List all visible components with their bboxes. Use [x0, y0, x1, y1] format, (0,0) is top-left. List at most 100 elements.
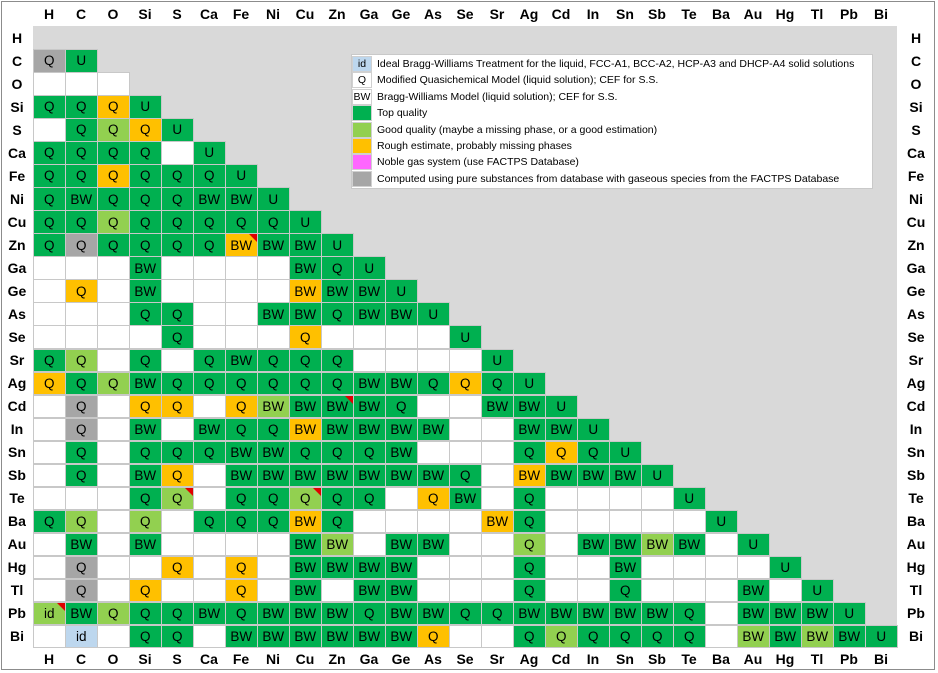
system-cell-Ge-Ca [193, 279, 226, 303]
system-cell-Cd-Sr: BW [481, 394, 514, 419]
system-cell-Se-Ca [193, 325, 226, 349]
column-header-bottom: Sn [616, 651, 634, 667]
system-cell-In-Sr [481, 417, 514, 442]
unary-cell-Ni: U [257, 187, 290, 211]
system-cell-Ba-Sr: BW [481, 509, 514, 534]
column-header: Ba [712, 6, 730, 22]
system-cell-Te-C [65, 486, 98, 511]
row-header: Se [8, 328, 26, 345]
system-cell-Ba-Zn: Q [321, 509, 354, 534]
system-cell-Au-Sr [481, 532, 514, 557]
system-cell-Tl-Se [449, 578, 482, 603]
column-header-bottom: Ba [712, 651, 730, 667]
system-cell-Ge-Ga: BW [353, 279, 386, 303]
system-cell-Ni-S: Q [161, 187, 194, 211]
column-header-bottom: As [424, 651, 442, 667]
system-cell-Pb-Ag: BW [513, 601, 546, 626]
row-header: Ag [7, 375, 27, 392]
system-cell-Pb-Te: Q [673, 601, 706, 626]
system-cell-Sn-Ca: Q [193, 440, 226, 465]
system-cell-Ca-H: Q [33, 141, 66, 165]
system-cell-Ag-Ni: Q [257, 371, 290, 396]
system-cell-Se-C [65, 325, 98, 349]
system-cell-Ge-Si: BW [129, 279, 162, 303]
system-cell-Pb-Ga: Q [353, 601, 386, 626]
system-cell-Ba-Sb [641, 509, 674, 534]
column-header: Ni [266, 6, 280, 22]
system-cell-Te-H [33, 486, 66, 511]
system-cell-Ga-Zn: Q [321, 256, 354, 280]
system-cell-Sr-As [417, 348, 450, 373]
unary-cell-Se: U [449, 325, 482, 349]
system-cell-Tl-Ni [257, 578, 290, 603]
system-cell-In-Ga: BW [353, 417, 386, 442]
system-cell-Zn-C: Q [65, 233, 98, 257]
system-cell-Cu-O: Q [97, 210, 130, 234]
system-cell-Tl-As [417, 578, 450, 603]
legend-swatch: Q [352, 72, 372, 89]
system-cell-Au-Sn: BW [609, 532, 642, 557]
system-cell-Hg-Au [737, 555, 770, 580]
column-header: Fe [232, 6, 250, 22]
system-cell-Bi-Au: BW [737, 624, 770, 649]
column-header-bottom: Pb [840, 651, 858, 667]
row-header: Hg [7, 559, 27, 576]
system-cell-Tl-Ge: BW [385, 578, 418, 603]
system-cell-Ge-Zn: BW [321, 279, 354, 303]
system-cell-Bi-Sb: Q [641, 624, 674, 649]
system-cell-In-Cu: BW [289, 417, 322, 442]
system-cell-As-Ga: BW [353, 302, 386, 326]
row-header-right: Sn [907, 444, 925, 461]
system-cell-Zn-Cu: BW [289, 233, 322, 257]
system-cell-Si-H: Q [33, 95, 66, 119]
system-cell-Au-Ge: BW [385, 532, 418, 557]
column-header-bottom: O [107, 651, 119, 667]
system-cell-O-H [33, 72, 66, 96]
column-header: Sn [616, 6, 634, 22]
legend-item: id Ideal Bragg-Williams Treatment for the… [352, 56, 872, 72]
system-cell-Bi-Tl: BW [801, 624, 834, 649]
row-header: Zn [8, 236, 26, 253]
system-cell-Fe-Ca: Q [193, 164, 226, 188]
system-cell-Sb-Ni: BW [257, 463, 290, 488]
system-cell-Au-S [161, 532, 194, 557]
system-cell-Te-Cu: Q [289, 486, 322, 511]
system-cell-Cu-S: Q [161, 210, 194, 234]
row-header-right: S [911, 121, 921, 138]
unary-cell-Bi: U [865, 624, 898, 649]
system-cell-S-H [33, 118, 66, 142]
unary-cell-Cd: U [545, 394, 578, 419]
system-cell-Hg-Se [449, 555, 482, 580]
system-cell-Cd-Ca [193, 394, 226, 419]
system-cell-Cd-As [417, 394, 450, 419]
system-cell-As-O [97, 302, 130, 326]
system-cell-Cd-Fe: Q [225, 394, 258, 419]
row-header-right: Ni [909, 190, 923, 207]
unary-cell-Ga: U [353, 256, 386, 280]
system-cell-Pb-H: id [33, 601, 66, 626]
system-cell-Se-Fe [225, 325, 258, 349]
legend-text: Rough estimate, probably missing phases [377, 140, 572, 152]
system-cell-Ag-O: Q [97, 371, 130, 396]
system-cell-Se-Ge [385, 325, 418, 349]
column-header-bottom: S [172, 651, 182, 667]
row-header: S [12, 121, 22, 138]
row-header: Ga [7, 259, 27, 276]
system-cell-Te-S: Q [161, 486, 194, 511]
system-cell-Ag-S: Q [161, 371, 194, 396]
row-header-right: Hg [906, 559, 926, 576]
unary-cell-Si: U [129, 95, 162, 119]
column-header-bottom: Tl [810, 651, 824, 667]
column-header-bottom: Bi [874, 651, 888, 667]
system-cell-Hg-H [33, 555, 66, 580]
system-cell-In-Ni: Q [257, 417, 290, 442]
column-header: As [424, 6, 442, 22]
system-cell-Bi-Cd: Q [545, 624, 578, 649]
system-cell-Pb-As: BW [417, 601, 450, 626]
legend-item: Rough estimate, probably missing phases [352, 138, 872, 154]
system-cell-Ba-O [97, 509, 130, 534]
column-header: Ag [519, 6, 539, 22]
system-cell-Ga-O [97, 256, 130, 280]
row-header: O [11, 75, 23, 92]
system-cell-Se-As [417, 325, 450, 349]
